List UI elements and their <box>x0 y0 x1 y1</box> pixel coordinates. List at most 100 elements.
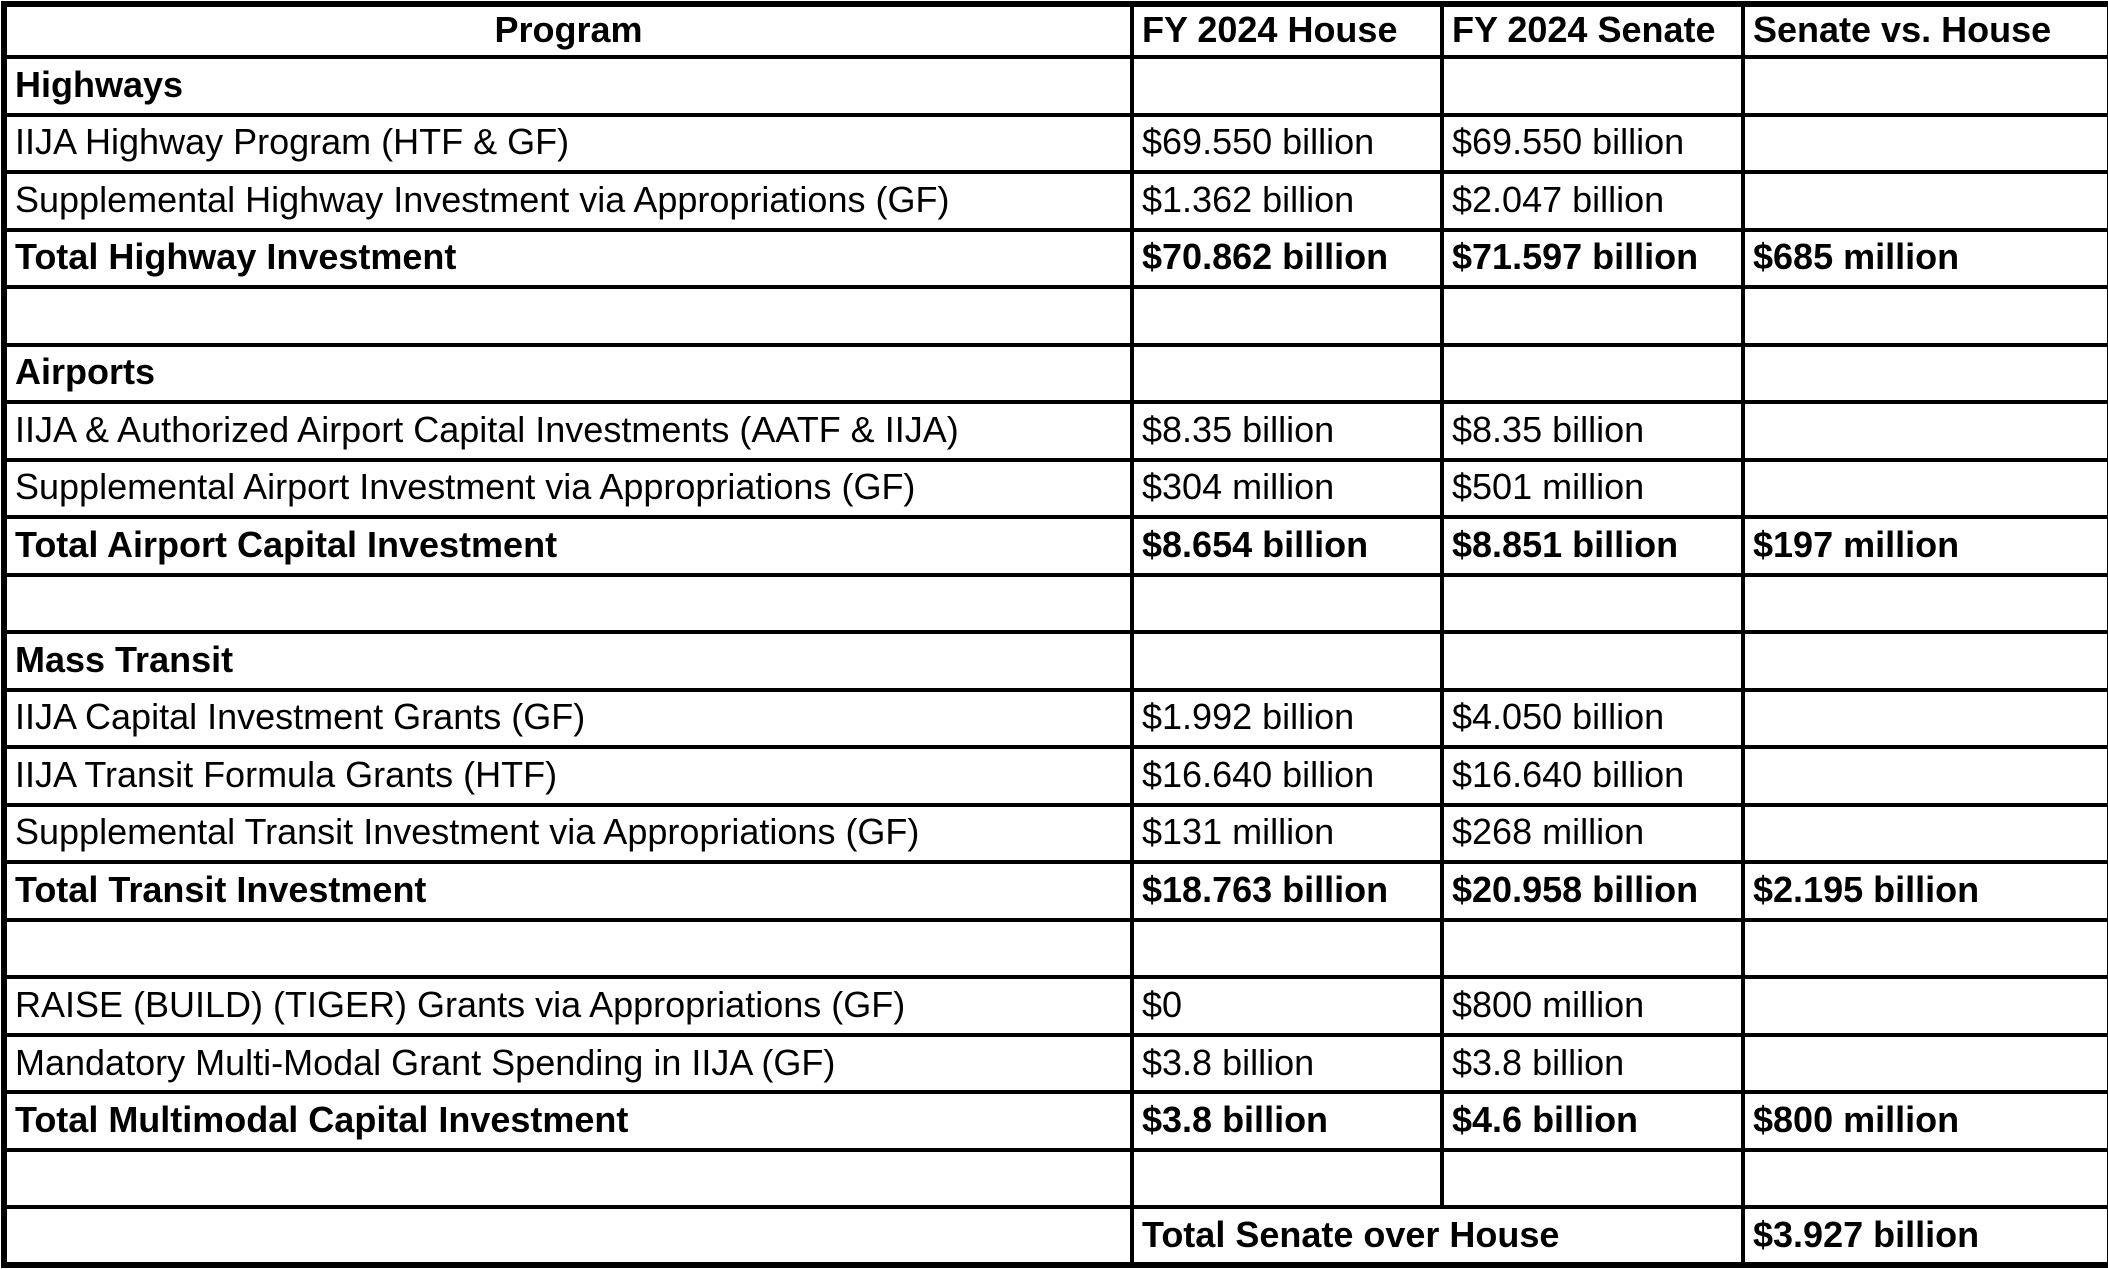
table-row: Total Transit Investment $18.763 billion $… <box>2 860 2108 922</box>
cell-fy2024-house <box>1130 285 1444 347</box>
cell-senate-vs-house <box>1741 1147 2108 1210</box>
cell-fy2024-house: $69.550 billion <box>1130 112 1444 175</box>
cell-senate-vs-house <box>1741 170 2108 232</box>
cell-program: Total Airport Capital Investment <box>2 515 1134 577</box>
cell-fy2024-senate <box>1440 285 1745 347</box>
cell-fy2024-house <box>1130 630 1444 692</box>
cell-fy2024-house: $1.362 billion <box>1130 170 1444 232</box>
table-row: Airports <box>2 342 2108 405</box>
cell-fy2024-senate: $800 million <box>1440 975 1745 1037</box>
cell-senate-vs-house: $3.927 billion <box>1741 1205 2108 1267</box>
cell-fy2024-house: $16.640 billion <box>1130 745 1444 807</box>
table-row <box>2 1147 2108 1210</box>
cell-program <box>2 917 1134 980</box>
table-row: Total Airport Capital Investment $8.654 b… <box>2 515 2108 577</box>
cell-program: IIJA Capital Investment Grants (GF) <box>2 687 1134 750</box>
table-row: IIJA Transit Formula Grants (HTF) $16.640… <box>2 745 2108 807</box>
table-row: Total Senate over House $3.927 billion <box>2 1205 2108 1267</box>
cell-senate-vs-house: $197 million <box>1741 515 2108 577</box>
cell-footer-label: Total Senate over House <box>1130 1205 1745 1267</box>
table-row: Mass Transit <box>2 630 2108 692</box>
cell-program: Total Highway Investment <box>2 227 1134 290</box>
table-row <box>2 572 2108 635</box>
cell-senate-vs-house <box>1741 1032 2108 1095</box>
cell-fy2024-senate <box>1440 55 1745 117</box>
cell-fy2024-senate <box>1440 917 1745 980</box>
cell-program: Mass Transit <box>2 630 1134 692</box>
cell-senate-vs-house <box>1741 745 2108 807</box>
table-row <box>2 917 2108 980</box>
table-row: Highways <box>2 55 2108 117</box>
cell-fy2024-senate: $8.851 billion <box>1440 515 1745 577</box>
cell-fy2024-house: $18.763 billion <box>1130 860 1444 922</box>
cell-senate-vs-house <box>1741 457 2108 520</box>
cell-senate-vs-house <box>1741 285 2108 347</box>
cell-fy2024-senate: $2.047 billion <box>1440 170 1745 232</box>
cell-fy2024-senate <box>1440 342 1745 405</box>
cell-fy2024-senate: $71.597 billion <box>1440 227 1745 290</box>
table-row: RAISE (BUILD) (TIGER) Grants via Appropr… <box>2 975 2108 1037</box>
cell-program <box>2 1147 1134 1210</box>
cell-senate-vs-house <box>1741 55 2108 117</box>
cell-program: Mandatory Multi-Modal Grant Spending in … <box>2 1032 1134 1095</box>
cell-program: RAISE (BUILD) (TIGER) Grants via Appropr… <box>2 975 1134 1037</box>
cell-fy2024-senate <box>1440 572 1745 635</box>
cell-fy2024-senate: $268 million <box>1440 802 1745 865</box>
cell-fy2024-senate: $69.550 billion <box>1440 112 1745 175</box>
cell-fy2024-senate: $3.8 billion <box>1440 1032 1745 1095</box>
cell-fy2024-house <box>1130 55 1444 117</box>
cell-senate-vs-house <box>1741 687 2108 750</box>
cell-fy2024-senate <box>1440 1147 1745 1210</box>
cell-program: Supplemental Highway Investment via Appr… <box>2 170 1134 232</box>
cell-program: Supplemental Transit Investment via Appr… <box>2 802 1134 865</box>
table-row: IIJA Highway Program (HTF & GF) $69.550 b… <box>2 112 2108 175</box>
table-row: Total Multimodal Capital Investment $3.8 … <box>2 1090 2108 1152</box>
cell-fy2024-house <box>1130 1147 1444 1210</box>
cell-fy2024-senate: $16.640 billion <box>1440 745 1745 807</box>
cell-fy2024-senate <box>1440 630 1745 692</box>
table-row: Mandatory Multi-Modal Grant Spending in … <box>2 1032 2108 1095</box>
cell-senate-vs-house: $2.195 billion <box>1741 860 2108 922</box>
table-row: IIJA & Authorized Airport Capital Invest… <box>2 400 2108 462</box>
table-body: Highways IIJA Highway Program (HTF & GF) $… <box>2 55 2108 1267</box>
cell-fy2024-senate: $501 million <box>1440 457 1745 520</box>
cell-fy2024-house: $304 million <box>1130 457 1444 520</box>
cell-senate-vs-house <box>1741 112 2108 175</box>
cell-fy2024-house: $131 million <box>1130 802 1444 865</box>
column-header-fy2024-house: FY 2024 House <box>1130 2 1444 59</box>
cell-program: Highways <box>2 55 1134 117</box>
cell-program: Total Transit Investment <box>2 860 1134 922</box>
cell-fy2024-house: $8.654 billion <box>1130 515 1444 577</box>
table-row <box>2 285 2108 347</box>
cell-fy2024-house: $3.8 billion <box>1130 1032 1444 1095</box>
cell-fy2024-senate: $20.958 billion <box>1440 860 1745 922</box>
cell-fy2024-house: $3.8 billion <box>1130 1090 1444 1152</box>
cell-program: Supplemental Airport Investment via Appr… <box>2 457 1134 520</box>
cell-fy2024-house <box>1130 342 1444 405</box>
cell-senate-vs-house <box>1741 975 2108 1037</box>
header-row: Program FY 2024 House FY 2024 Senate Sen… <box>2 2 2108 59</box>
cell-senate-vs-house <box>1741 342 2108 405</box>
cell-program: IIJA Transit Formula Grants (HTF) <box>2 745 1134 807</box>
cell-program: Airports <box>2 342 1134 405</box>
table-row: Total Highway Investment $70.862 billion $… <box>2 227 2108 290</box>
cell-program <box>2 572 1134 635</box>
cell-senate-vs-house <box>1741 630 2108 692</box>
cell-program: IIJA Highway Program (HTF & GF) <box>2 112 1134 175</box>
column-header-program: Program <box>2 2 1134 59</box>
cell-fy2024-house: $0 <box>1130 975 1444 1037</box>
cell-program <box>2 1205 1134 1267</box>
column-header-fy2024-senate: FY 2024 Senate <box>1440 2 1745 59</box>
column-header-senate-vs-house: Senate vs. House <box>1741 2 2108 59</box>
cell-fy2024-house: $70.862 billion <box>1130 227 1444 290</box>
cell-senate-vs-house <box>1741 917 2108 980</box>
cell-senate-vs-house: $685 million <box>1741 227 2108 290</box>
cell-program: IIJA & Authorized Airport Capital Invest… <box>2 400 1134 462</box>
cell-fy2024-house <box>1130 917 1444 980</box>
cell-fy2024-house: $1.992 billion <box>1130 687 1444 750</box>
cell-program: Total Multimodal Capital Investment <box>2 1090 1134 1152</box>
cell-senate-vs-house <box>1741 572 2108 635</box>
cell-fy2024-senate: $4.050 billion <box>1440 687 1745 750</box>
cell-senate-vs-house <box>1741 400 2108 462</box>
